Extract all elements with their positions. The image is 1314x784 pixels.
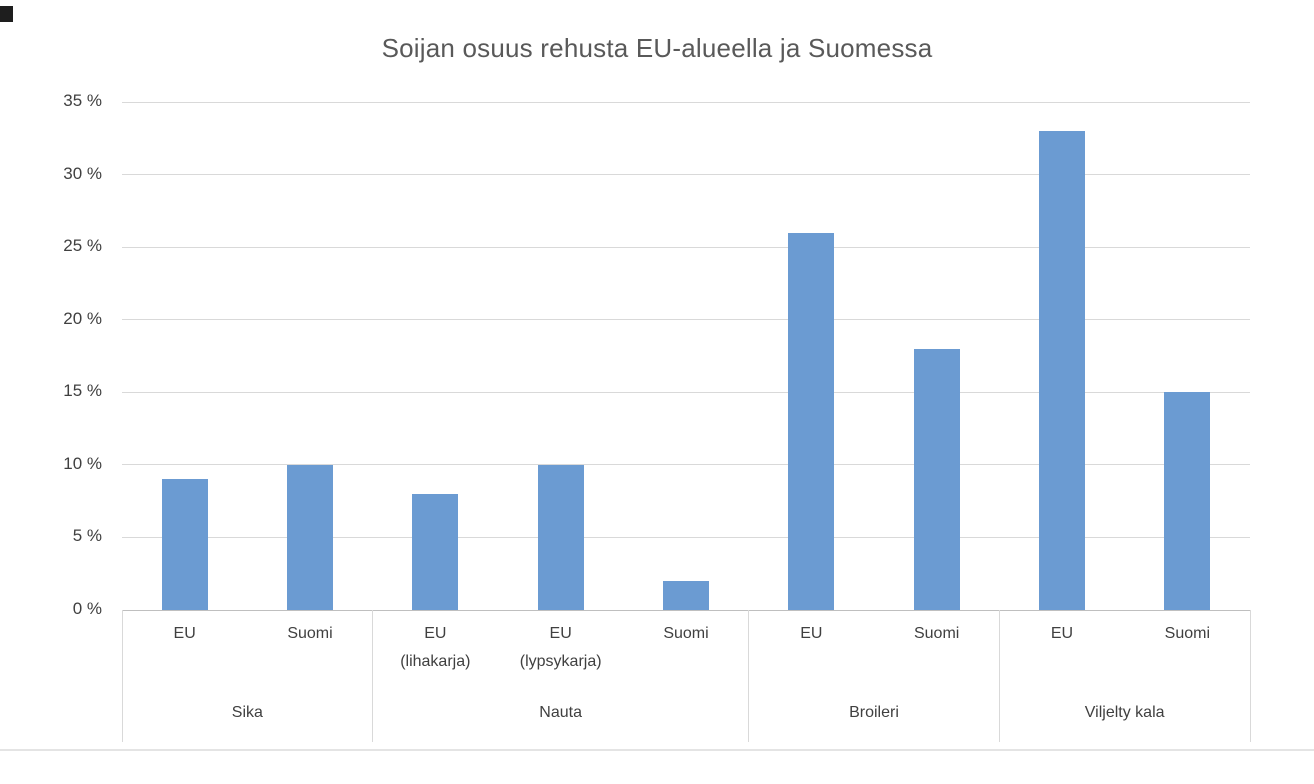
x-axis-group-label: Viljelty kala — [1084, 704, 1165, 721]
gridline — [122, 101, 1250, 103]
bar — [412, 493, 459, 610]
x-axis-item-label: Suomi — [913, 625, 960, 642]
x-axis-group-label: Broileri — [849, 704, 899, 721]
y-axis-tick-label: 30 % — [63, 163, 102, 183]
x-axis-line — [122, 609, 1250, 611]
x-axis-group-label: Sika — [231, 704, 263, 721]
category-divider — [372, 610, 374, 742]
gridline — [122, 174, 1250, 176]
chart-title: Soijan osuus rehusta EU-alueella ja Suom… — [381, 33, 933, 63]
x-axis-item-label: EU (lihakarja) — [400, 625, 471, 670]
bar — [788, 232, 835, 610]
x-axis-group-label: Nauta — [539, 704, 582, 721]
x-axis-item-label: Suomi — [663, 625, 709, 642]
y-axis-tick-label: 20 % — [63, 308, 102, 328]
bar — [161, 479, 208, 610]
bar — [1164, 392, 1211, 610]
x-axis-item-label: Suomi — [287, 625, 333, 642]
y-axis-tick-label: 35 % — [63, 91, 102, 110]
gridline — [122, 464, 1250, 466]
gridline — [122, 246, 1250, 248]
bar — [1039, 131, 1085, 610]
category-divider — [1249, 610, 1251, 742]
category-divider — [998, 610, 1000, 742]
y-axis-tick-label: 15 % — [63, 381, 102, 401]
x-axis-item-label: Suomi — [1164, 625, 1210, 642]
y-axis-tick-label: 5 % — [72, 526, 102, 546]
bottom-border-line — [0, 749, 1314, 751]
bar — [913, 348, 960, 610]
x-axis-item-label: EU (lypsykarja) — [519, 625, 602, 670]
y-axis-tick-label: 10 % — [63, 453, 102, 473]
bar — [663, 580, 709, 610]
gridline — [122, 391, 1250, 393]
x-axis-item-label: EU — [1050, 625, 1074, 642]
gridline — [122, 319, 1250, 321]
x-axis-item-label: EU — [173, 625, 196, 642]
x-axis-item-label: EU — [800, 625, 823, 642]
corner-artifact — [0, 6, 13, 22]
category-divider — [121, 610, 123, 742]
y-axis-tick-label: 25 % — [63, 236, 102, 256]
y-axis-tick-label: 0 % — [72, 599, 102, 618]
category-divider — [748, 610, 750, 742]
bar — [287, 464, 333, 610]
gridline — [122, 536, 1250, 538]
bar — [537, 464, 584, 610]
